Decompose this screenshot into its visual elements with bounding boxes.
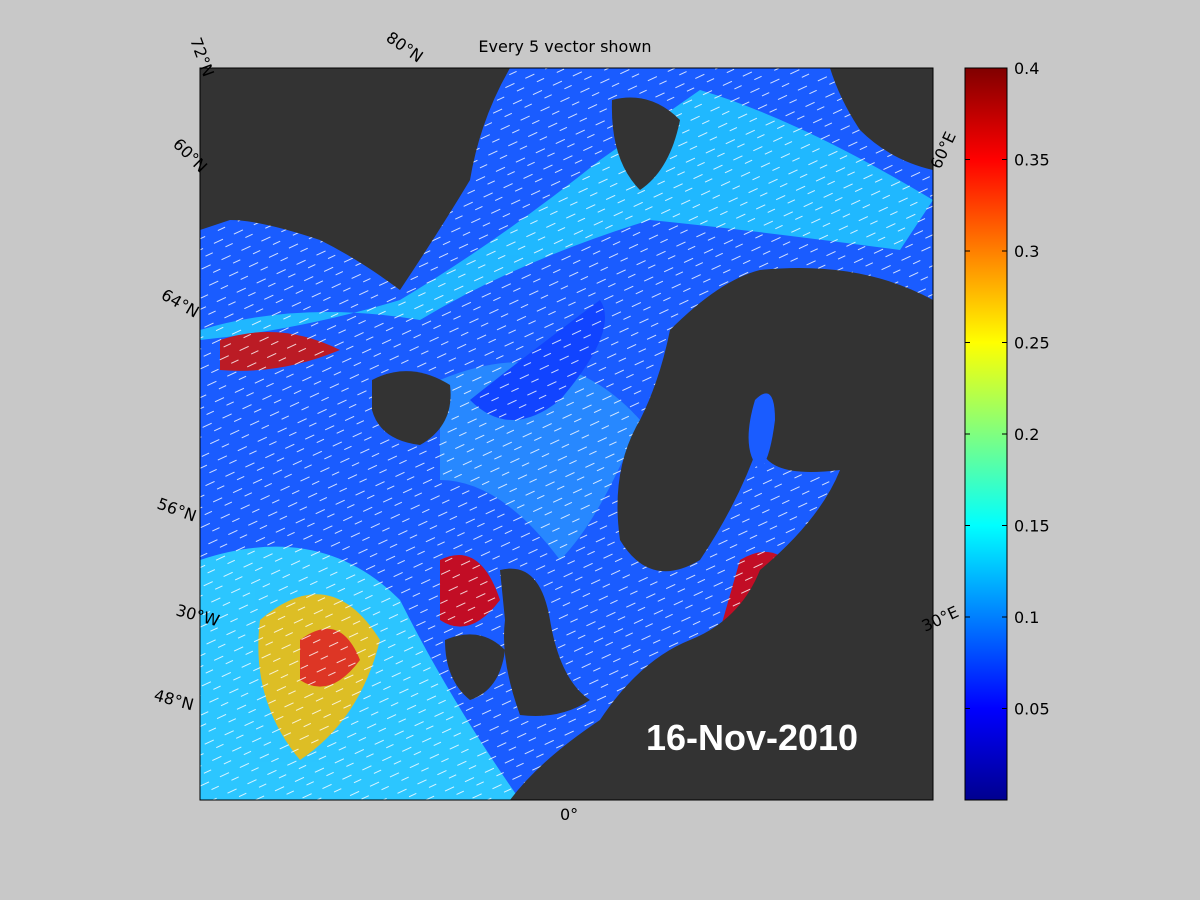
grid-label: 80°N bbox=[383, 28, 427, 67]
land bbox=[200, 68, 933, 800]
colorbar-tick-label: 0.1 bbox=[1014, 608, 1039, 627]
map-frame bbox=[199, 67, 934, 801]
colorbar-tick-label: 0.2 bbox=[1014, 425, 1039, 444]
colorbar-tick-label: 0.15 bbox=[1014, 517, 1050, 536]
grid-label: 0° bbox=[560, 805, 578, 824]
colorbar-tick-label: 0.3 bbox=[1014, 242, 1039, 261]
colorbar-tick-label: 0.25 bbox=[1014, 334, 1050, 353]
grid-label: 48°N bbox=[152, 686, 196, 715]
grid-label: 56°N bbox=[155, 494, 199, 526]
colorbar bbox=[964, 67, 1008, 801]
colorbar-tick-label: 0.4 bbox=[1014, 59, 1039, 78]
date-label: 16-Nov-2010 bbox=[646, 717, 858, 758]
map bbox=[200, 68, 933, 800]
colorbar-tick-label: 0.35 bbox=[1014, 151, 1050, 170]
colorbar-tick-label: 0.05 bbox=[1014, 700, 1050, 719]
grid-label: 72°N bbox=[186, 35, 218, 79]
grid-label: 64°N bbox=[158, 285, 202, 322]
map-title: Every 5 vector shown bbox=[478, 37, 651, 56]
